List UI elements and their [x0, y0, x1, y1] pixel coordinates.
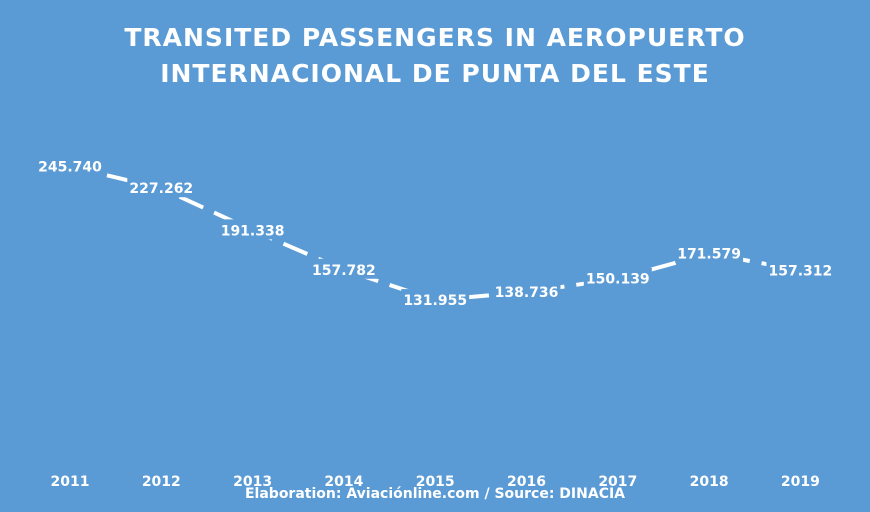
data-label-2017: 150.139 [583, 267, 652, 288]
x-tick-2015: 2015 [416, 474, 455, 490]
data-label-bg [127, 177, 196, 198]
data-label-text: 138.736 [495, 285, 559, 301]
data-label-2018: 171.579 [675, 242, 744, 263]
data-label-text: 157.782 [312, 263, 376, 279]
data-label-bg [492, 281, 561, 302]
data-label-bg [583, 267, 652, 288]
data-label-text: 150.139 [586, 272, 650, 288]
x-tick-2014: 2014 [324, 474, 363, 490]
data-label-text: 171.579 [677, 247, 741, 263]
chart-title-line-1: TRANSITED PASSENGERS IN AEROPUERTO [124, 23, 746, 52]
data-label-bg [218, 219, 287, 240]
data-label-bg [766, 259, 835, 280]
data-label-text: 157.312 [769, 263, 833, 279]
data-label-text: 131.955 [403, 293, 467, 309]
source-footer: Elaboration: Aviaciónline.com / Source: … [244, 486, 626, 502]
drop-lines [69, 180, 802, 455]
data-label-text: 245.740 [38, 160, 102, 176]
chart-title-line-2: INTERNACIONAL DE PUNTA DEL ESTE [160, 59, 710, 88]
data-label-2019: 157.312 [766, 259, 835, 280]
data-label-bg [401, 289, 470, 310]
data-label-2012: 227.262 [127, 177, 196, 198]
data-label-2015: 131.955 [401, 289, 470, 310]
x-tick-2017: 2017 [598, 474, 637, 490]
x-axis-ticks: 2011 2012 2013 2014 2015 2016 2017 2018 2019 [51, 474, 820, 490]
x-tick-2013: 2013 [233, 474, 272, 490]
x-tick-2012: 2012 [142, 474, 181, 490]
chart-title: TRANSITED PASSENGERS IN AEROPUERTO INTER… [0, 20, 870, 92]
data-label-bg [309, 258, 378, 279]
data-label-2016: 138.736 [492, 281, 561, 302]
data-label-text: 227.262 [129, 181, 193, 197]
x-tick-2019: 2019 [781, 474, 820, 490]
data-label-text: 191.338 [221, 223, 285, 239]
data-label-bg [36, 155, 104, 176]
data-label-2013: 191.338 [218, 219, 287, 240]
data-label-2014: 157.782 [309, 258, 378, 279]
data-label-bg [675, 242, 744, 263]
data-label-2011: 245.740 [36, 155, 104, 176]
x-tick-2011: 2011 [51, 474, 90, 490]
x-tick-2016: 2016 [507, 474, 546, 490]
data-labels: 245.740 227.262 191.338 157.782 131.955 138.7… [36, 155, 835, 310]
x-tick-2018: 2018 [690, 474, 729, 490]
